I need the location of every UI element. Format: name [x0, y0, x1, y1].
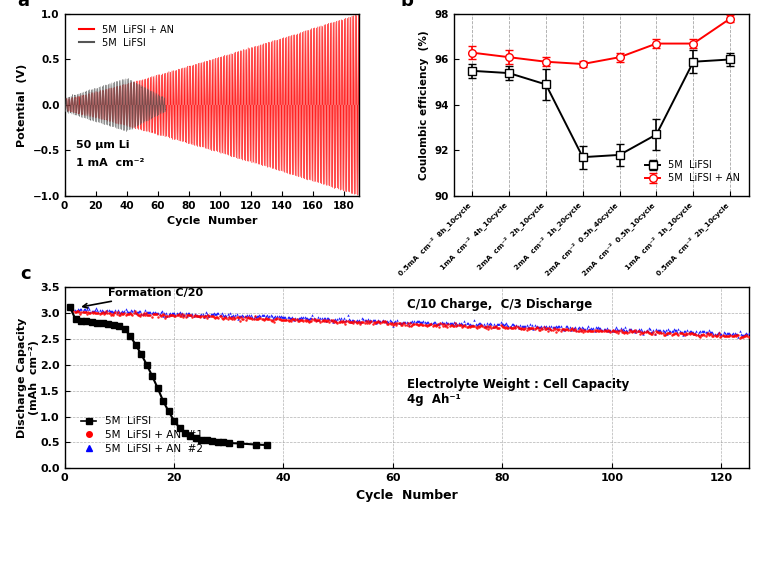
- Text: Electrolyte Weight : Cell Capacity
4g  Ah⁻¹: Electrolyte Weight : Cell Capacity 4g Ah…: [407, 378, 629, 406]
- 5M  LiFSI + AN  #1: [518, 326, 527, 333]
- 5M  LiFSI: [202, 437, 211, 444]
- X-axis label: Cycle  Number: Cycle Number: [356, 489, 458, 502]
- Legend: 5M  LiFSI, 5M  LiFSI + AN: 5M LiFSI, 5M LiFSI + AN: [641, 157, 744, 187]
- Line: 5M  LiFSI + AN  #1: 5M LiFSI + AN #1: [69, 307, 750, 339]
- 5M  LiFSI: [125, 333, 135, 339]
- 5M  LiFSI: [219, 439, 228, 446]
- 5M  LiFSI + AN  #1: [735, 334, 744, 341]
- 5M  LiFSI: [197, 436, 206, 443]
- 5M  LiFSI: [71, 316, 80, 323]
- Y-axis label: Discharge Capacity
(mAh  cm⁻²): Discharge Capacity (mAh cm⁻²): [17, 318, 39, 438]
- Line: 5M  LiFSI + AN  #2: 5M LiFSI + AN #2: [69, 305, 750, 339]
- 5M  LiFSI: [142, 361, 151, 368]
- Text: 50 μm Li: 50 μm Li: [77, 140, 130, 150]
- 5M  LiFSI: [93, 319, 102, 326]
- 5M  LiFSI: [109, 322, 119, 329]
- 5M  LiFSI: [147, 373, 157, 379]
- 5M  LiFSI: [180, 430, 189, 436]
- 5M  LiFSI: [120, 326, 129, 333]
- 5M  LiFSI: [115, 323, 124, 329]
- 5M  LiFSI + AN  #2: [576, 327, 585, 333]
- 5M  LiFSI + AN  #2: [65, 302, 74, 309]
- 5M  LiFSI: [262, 442, 271, 448]
- 5M  LiFSI: [87, 319, 97, 325]
- 5M  LiFSI + AN  #2: [185, 312, 195, 319]
- Text: 1 mA  cm⁻²: 1 mA cm⁻²: [77, 158, 144, 168]
- Legend: 5M  LiFSI, 5M  LiFSI + AN  #1, 5M  LiFSI + AN  #2: 5M LiFSI, 5M LiFSI + AN #1, 5M LiFSI + A…: [77, 412, 207, 458]
- 5M  LiFSI + AN  #2: [744, 330, 753, 337]
- 5M  LiFSI: [169, 417, 179, 424]
- 5M  LiFSI + AN  #1: [744, 334, 753, 341]
- 5M  LiFSI: [98, 320, 107, 327]
- 5M  LiFSI: [186, 433, 195, 440]
- 5M  LiFSI + AN  #1: [372, 318, 382, 325]
- 5M  LiFSI: [235, 440, 244, 447]
- 5M  LiFSI + AN  #2: [240, 313, 249, 320]
- 5M  LiFSI: [192, 435, 201, 442]
- 5M  LiFSI + AN  #2: [465, 320, 474, 327]
- Y-axis label: Coulombic efficiency  (%): Coulombic efficiency (%): [419, 30, 429, 180]
- 5M  LiFSI: [65, 304, 74, 311]
- 5M  LiFSI + AN  #2: [518, 322, 527, 329]
- Text: a: a: [17, 0, 30, 11]
- 5M  LiFSI: [82, 318, 91, 325]
- 5M  LiFSI + AN  #1: [465, 324, 474, 330]
- Text: C/10 Charge,  C/3 Discharge: C/10 Charge, C/3 Discharge: [407, 297, 592, 311]
- 5M  LiFSI: [175, 425, 184, 431]
- Text: Formation C/20: Formation C/20: [83, 288, 204, 308]
- 5M  LiFSI: [214, 439, 223, 445]
- 5M  LiFSI: [164, 408, 173, 415]
- 5M  LiFSI: [224, 440, 233, 447]
- 5M  LiFSI: [77, 318, 86, 324]
- Y-axis label: Potential  (V): Potential (V): [17, 63, 27, 146]
- Line: 5M  LiFSI: 5M LiFSI: [67, 304, 271, 448]
- 5M  LiFSI: [131, 342, 141, 348]
- Text: c: c: [21, 265, 30, 283]
- 5M  LiFSI + AN  #1: [240, 314, 249, 321]
- 5M  LiFSI: [252, 441, 261, 448]
- 5M  LiFSI + AN  #2: [734, 334, 743, 341]
- 5M  LiFSI: [153, 385, 162, 392]
- 5M  LiFSI + AN  #2: [372, 318, 382, 325]
- 5M  LiFSI: [159, 398, 168, 404]
- 5M  LiFSI: [207, 438, 217, 445]
- Text: b: b: [401, 0, 413, 11]
- 5M  LiFSI + AN  #1: [185, 311, 195, 318]
- Legend: 5M  LiFSI + AN, 5M  LiFSI: 5M LiFSI + AN, 5M LiFSI: [75, 21, 178, 52]
- 5M  LiFSI + AN  #1: [65, 305, 74, 312]
- 5M  LiFSI + AN  #1: [576, 328, 585, 334]
- X-axis label: Cycle  Number: Cycle Number: [166, 216, 258, 226]
- 5M  LiFSI: [104, 321, 113, 328]
- 5M  LiFSI: [137, 351, 146, 357]
